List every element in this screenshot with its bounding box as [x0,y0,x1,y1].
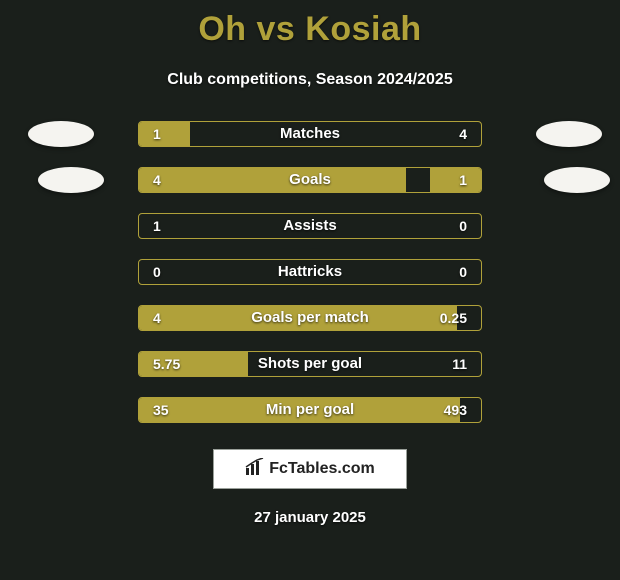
generation-date: 27 january 2025 [0,509,620,526]
stat-row: 35493Min per goal [138,397,482,423]
stat-row: 41Goals [138,167,482,193]
stat-label: Goals per match [139,306,481,331]
chart-icon [245,458,269,481]
stat-label: Shots per goal [139,352,481,377]
stat-row: 10Assists [138,213,482,239]
stat-label: Assists [139,214,481,239]
stat-label: Min per goal [139,398,481,423]
brand-text: FcTables.com [269,460,375,478]
comparison-chart: 14Matches 41Goals 10Assists 00Hattricks 40.2… [0,121,620,423]
avatar-left-1 [28,121,94,147]
stat-label: Hattricks [139,260,481,285]
stat-label: Matches [139,122,481,147]
comparison-title: Oh vs Kosiah [0,0,620,49]
avatar-left-2 [38,167,104,193]
stat-row: 5.7511Shots per goal [138,351,482,377]
stat-label: Goals [139,168,481,193]
stat-row: 14Matches [138,121,482,147]
avatar-right-2 [544,167,610,193]
brand-badge: FcTables.com [213,449,407,489]
avatar-right-1 [536,121,602,147]
comparison-subtitle: Club competitions, Season 2024/2025 [0,71,620,89]
stat-row: 00Hattricks [138,259,482,285]
stat-row: 40.25Goals per match [138,305,482,331]
